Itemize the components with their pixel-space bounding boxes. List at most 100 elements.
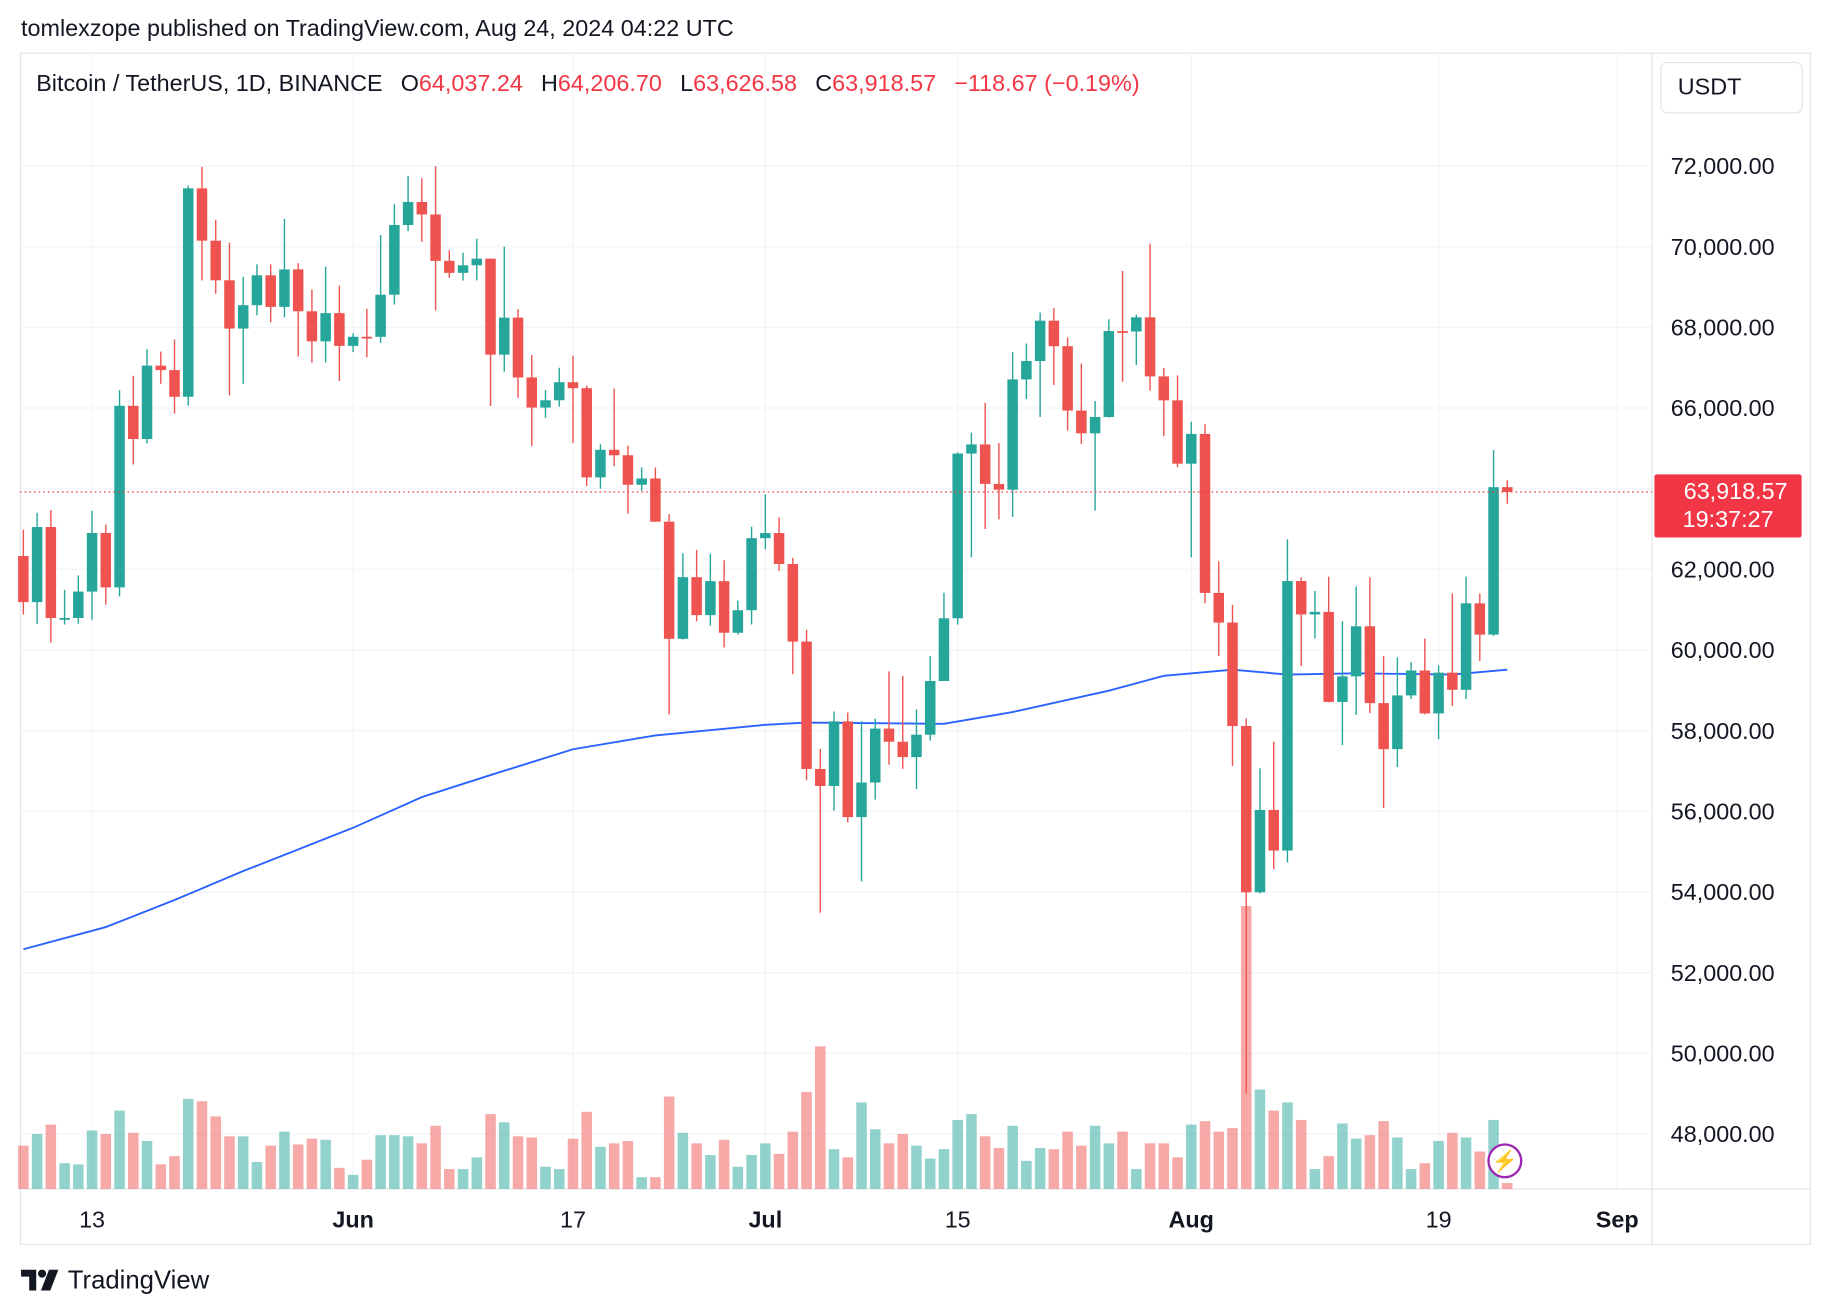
volume-bar [73,1164,84,1189]
volume-bar [1502,1183,1513,1189]
volume-bar [540,1166,551,1189]
volume-bar [1309,1169,1321,1189]
candle-body [361,336,373,339]
candle-body [155,365,167,371]
moving-average-line [23,668,1508,951]
volume-bar [1392,1137,1403,1189]
chart-frame [19,52,1811,1246]
candle-body [1034,320,1046,362]
candle-body [1488,487,1499,635]
candle-body [210,240,221,281]
candle-body [237,305,249,329]
price-axis-label: 48,000.00 [1671,1121,1775,1147]
volume-bar [128,1132,139,1189]
volume-bar [773,1153,785,1189]
candle-body [375,294,386,337]
candle-body [883,728,895,742]
volume-bar [402,1136,414,1189]
volume-bar [732,1166,744,1189]
candle-body [1076,410,1087,434]
volume-bar [512,1136,524,1189]
candle-body [746,538,757,611]
volume-bar [636,1177,647,1189]
candle-body [911,734,922,758]
time-axis-label: 17 [560,1206,586,1232]
volume-bar [444,1169,455,1189]
candle-body [86,532,98,592]
volume-bar [567,1138,579,1189]
volume-bar [663,1096,675,1189]
volume-bar [251,1162,263,1189]
candle-body [691,577,702,616]
candle-body [114,405,125,588]
candle-body [760,533,771,539]
volume-bar [430,1125,441,1189]
volume-bar [485,1114,496,1189]
volume-bar [224,1136,235,1189]
lightning-icon[interactable]: ⚡ [1487,1143,1523,1179]
volume-bar [608,1143,620,1189]
volume-bar [897,1133,908,1189]
candle-body [1048,320,1060,347]
candle-body [1392,695,1403,750]
currency-button[interactable]: USDT [1660,61,1803,114]
candle-body [334,313,345,346]
volume-bar [499,1122,510,1189]
candle-body [1240,725,1252,893]
candle-body [869,728,881,783]
candle-body [1117,331,1128,333]
last-price-badge [1654,474,1802,538]
tradingview-logo[interactable]: TradingView [21,1265,209,1295]
volume-bar [1254,1089,1266,1189]
volume-bar [1460,1137,1472,1189]
tradingview-logo-icon [21,1269,59,1291]
bar-countdown: 19:37:27 [1683,506,1774,532]
candle-body [773,533,785,564]
volume-bar [938,1149,950,1189]
volume-bar [169,1156,180,1189]
candle-body [718,581,730,633]
published-by: tomlexzope published on TradingView.com,… [21,16,734,43]
volume-bar [1350,1138,1362,1189]
price-axis-label: 56,000.00 [1671,798,1775,824]
volume-bar [1213,1131,1225,1189]
volume-bar [842,1157,854,1189]
price-axis-label: 52,000.00 [1671,960,1775,986]
candle-body [663,521,675,639]
candle-body [540,400,551,408]
volume-bar [141,1140,153,1189]
candle-body [1419,670,1431,714]
volume-bar [265,1145,276,1189]
volume-bar [31,1133,43,1189]
candle-body [897,741,908,758]
volume-bar [1199,1121,1211,1189]
candle-body [224,280,235,329]
volume-bar [389,1135,400,1189]
candle-body [1350,626,1362,677]
candle-body [952,453,963,619]
time-axis-label: Sep [1596,1206,1639,1232]
volume-bar [334,1167,345,1189]
candle-body [705,581,716,616]
candle-body [567,382,579,389]
candle-body [1103,331,1115,417]
symbol-title[interactable]: Bitcoin / TetherUS, 1D, BINANCE [36,71,383,98]
volume-bar [1048,1149,1060,1189]
candle-body [1062,346,1073,411]
volume-bar [1034,1147,1046,1189]
candle-body [471,258,483,266]
volume-bar [279,1131,290,1189]
candle-body [485,258,496,355]
volume-bar [911,1145,922,1189]
volume-bar [595,1146,606,1189]
candle-body [1254,809,1266,893]
volume-bar [993,1147,1005,1189]
candle-body [1337,676,1348,702]
volume-bar [526,1137,538,1189]
candle-body [1158,376,1170,401]
volume-bar [828,1149,840,1189]
open-value: 64,037.24 [418,71,523,98]
candle-body [1213,592,1225,623]
volume-bar [622,1140,634,1189]
